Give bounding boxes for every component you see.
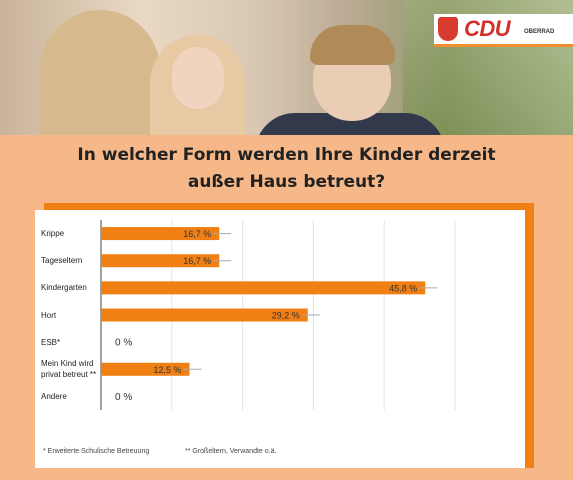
title-line-2: außer Haus betreut?: [187, 172, 386, 192]
person-man: [255, 25, 445, 135]
category-label: Hort: [41, 310, 57, 320]
value-label: 12,5 %: [153, 365, 181, 375]
value-label: 16,7 %: [183, 256, 211, 266]
value-label: 0 %: [115, 392, 132, 403]
bar-chart: 16,7 % 16,7 % 45,8 % 29,2 % 0 % 12,5 % 0 %: [100, 220, 456, 410]
person-woman: [150, 35, 245, 135]
bar: [101, 308, 308, 322]
value-label: 29,2 %: [272, 311, 300, 321]
category-label: Andere: [41, 391, 67, 401]
logo-stripe: [434, 44, 573, 47]
footnote-esb: * Erweiterte Schulische Betreuung: [43, 448, 150, 455]
cdu-logo: CDU OBERRAD: [434, 14, 573, 44]
chart-card: Krippe Tageseltern Kindergarten Hort ESB* Mei…: [35, 210, 525, 468]
bar: [101, 227, 220, 241]
value-label: 0 %: [115, 338, 132, 349]
logo-subtitle: OBERRAD: [524, 29, 555, 35]
bar: [101, 254, 220, 268]
bar: [101, 362, 190, 376]
page-title: In welcher Form werden Ihre Kinder derze…: [40, 142, 533, 196]
person-back: [40, 10, 160, 135]
logo-text: CDU: [464, 16, 511, 41]
category-label: Kindergarten: [41, 283, 87, 293]
bar: [101, 281, 426, 295]
footnote-private: ** Großeltern, Verwandte o.ä.: [185, 448, 277, 455]
category-label: Tageseltern: [41, 256, 83, 266]
category-label: Krippe: [41, 229, 65, 239]
value-label: 16,7 %: [183, 229, 211, 239]
value-label: 45,8 %: [389, 283, 417, 293]
category-label: ESB*: [41, 337, 61, 347]
title-line-1: In welcher Form werden Ihre Kinder derze…: [77, 145, 496, 165]
category-label: Mein Kind wird privat betreut **: [41, 359, 97, 380]
crest-icon: [438, 17, 458, 41]
